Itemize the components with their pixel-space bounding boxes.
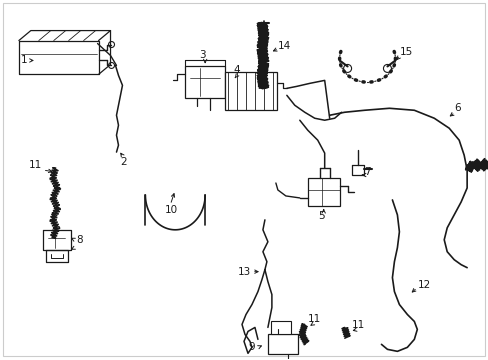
Text: 6: 6	[453, 103, 460, 113]
Bar	[224, 72, 276, 110]
Text: 12: 12	[416, 280, 430, 289]
Bar	[185, 67, 224, 98]
Bar	[307, 178, 339, 206]
Text: 2: 2	[120, 157, 127, 167]
Text: 4: 4	[233, 66, 239, 76]
Text: 13: 13	[238, 267, 251, 276]
Text: 3: 3	[199, 50, 205, 60]
Text: 1: 1	[21, 55, 27, 66]
Bar	[270, 321, 290, 334]
Text: 14: 14	[277, 41, 290, 50]
Text: 11: 11	[307, 314, 320, 324]
Text: 10: 10	[165, 205, 178, 215]
Text: 11: 11	[29, 160, 42, 170]
Text: 9: 9	[247, 342, 254, 352]
Bar	[267, 334, 297, 354]
Text: 8: 8	[77, 235, 83, 245]
Text: 11: 11	[351, 320, 364, 330]
Text: 7: 7	[364, 167, 370, 177]
Text: 15: 15	[399, 48, 412, 58]
Text: 5: 5	[317, 211, 324, 221]
